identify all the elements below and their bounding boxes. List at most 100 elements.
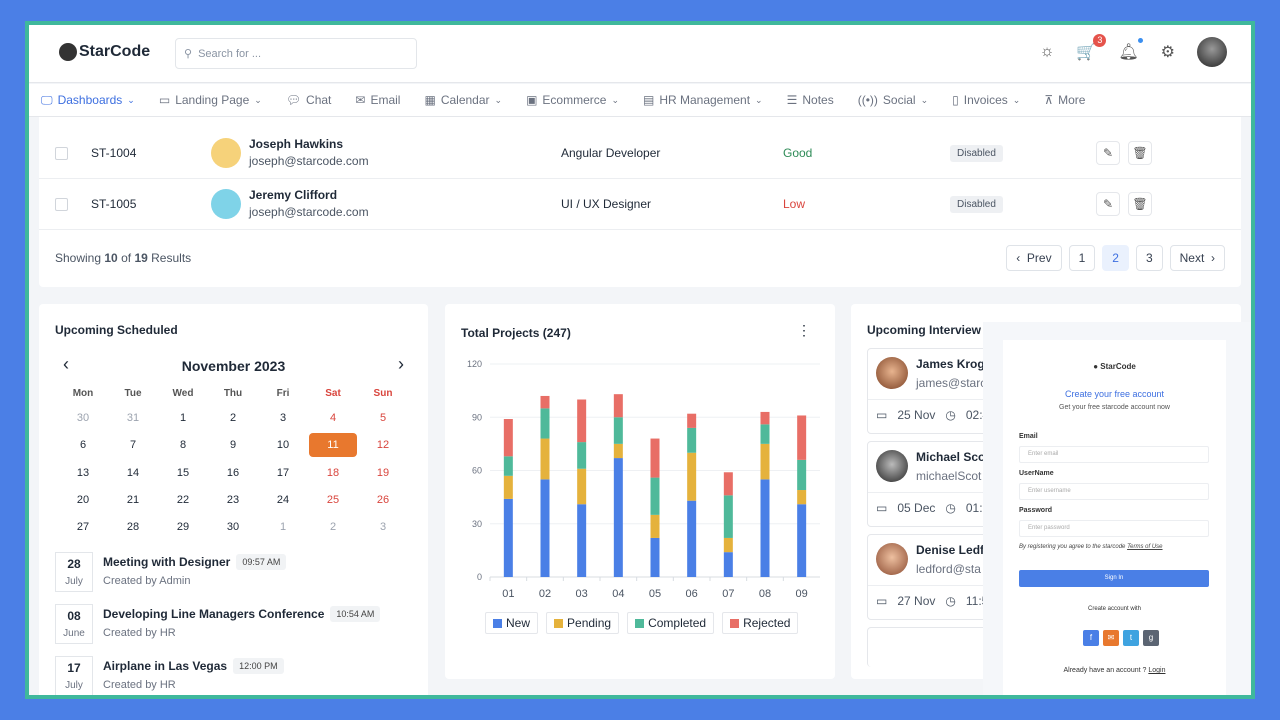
event-date: 08 June — [55, 604, 93, 644]
calendar-day[interactable]: 20 — [76, 493, 90, 506]
calendar-day[interactable]: 7 — [129, 439, 137, 452]
calendar-day[interactable]: 16 — [226, 466, 240, 479]
edit-icon[interactable]: ✎ — [1096, 141, 1120, 165]
page-1[interactable]: 1 — [1068, 245, 1096, 271]
bar-completed — [650, 477, 660, 515]
nav-item-dashboards[interactable]: 🖵 Dashboards ⌄ — [41, 92, 135, 108]
calendar-day[interactable]: 21 — [126, 493, 140, 506]
nav-item-hr-management[interactable]: ▤ HR Management ⌄ — [642, 93, 763, 107]
calendar-day[interactable]: 10 — [276, 439, 290, 452]
prev-month-icon[interactable]: ‹ — [63, 354, 69, 374]
password-field[interactable]: Enter password — [1019, 520, 1209, 537]
row-checkbox[interactable] — [55, 146, 68, 160]
sign-in-button[interactable]: Sign In — [1019, 570, 1209, 587]
calendar-day[interactable]: 1 — [179, 412, 187, 424]
sitemap-icon: ⊼ — [1044, 93, 1054, 107]
calendar-day[interactable]: 13 — [76, 466, 90, 479]
calendar-day[interactable]: 29 — [176, 521, 190, 534]
avatar[interactable] — [1197, 37, 1227, 67]
gear-icon[interactable]: ⚙ — [1160, 44, 1175, 61]
scheduled-event[interactable]: 28 July Meeting with Designer 09:57 AM Cre… — [55, 552, 415, 598]
calendar-day[interactable]: 19 — [376, 466, 390, 479]
twitter-icon[interactable]: t — [1123, 630, 1139, 646]
calendar-day[interactable]: 27 — [76, 521, 90, 534]
nav-item-notes[interactable]: ☰ Notes — [786, 93, 834, 107]
calendar-day[interactable]: 4 — [329, 412, 337, 424]
calendar-day[interactable]: 12 — [376, 439, 390, 452]
email-field[interactable]: Enter email — [1019, 446, 1209, 463]
legend-item-rejected[interactable]: Rejected — [722, 612, 799, 634]
login-link[interactable]: Login — [1148, 667, 1166, 674]
row-checkbox[interactable] — [55, 197, 68, 211]
github-icon[interactable]: g — [1143, 630, 1159, 646]
username-field[interactable]: Enter username — [1019, 483, 1209, 500]
calendar-day[interactable]: 30 — [76, 412, 90, 424]
bar-rejected — [650, 438, 660, 478]
edit-icon[interactable]: ✎ — [1096, 192, 1120, 216]
calendar-day[interactable]: 6 — [79, 439, 87, 452]
calendar-day[interactable]: 3 — [279, 412, 287, 424]
calendar-day[interactable]: 11 — [309, 433, 357, 458]
nav-item-email[interactable]: ✉ Email — [355, 93, 401, 107]
delete-icon[interactable]: 🗑︎ — [1128, 192, 1152, 216]
calendar-day[interactable]: 23 — [226, 493, 240, 506]
nav-item-social[interactable]: ((•)) Social ⌄ — [857, 93, 929, 107]
calendar-day[interactable]: 14 — [126, 466, 140, 479]
bar-pending — [503, 475, 513, 499]
calendar-day[interactable]: 5 — [379, 412, 387, 424]
bar-pending — [687, 452, 697, 501]
nav-item-calendar[interactable]: ▦ Calendar ⌄ — [424, 93, 503, 107]
more-options-icon[interactable]: ⋮ — [797, 322, 811, 338]
legend-item-new[interactable]: New — [485, 612, 539, 634]
layout-icon: ▭ — [158, 93, 171, 107]
calendar-day[interactable]: 25 — [326, 493, 340, 506]
calendar-day[interactable]: 9 — [229, 439, 237, 452]
calendar-day[interactable]: 31 — [126, 412, 140, 424]
chat-icon: 💬︎ — [285, 93, 302, 107]
calendar-day[interactable]: 26 — [376, 493, 390, 506]
calendar-day[interactable]: 2 — [329, 521, 337, 534]
delete-icon[interactable]: 🗑︎ — [1128, 141, 1152, 165]
candidate-email: james@starc — [916, 376, 987, 390]
page-3[interactable]: 3 — [1135, 245, 1163, 271]
nav-item-invoices[interactable]: ▯ Invoices ⌄ — [952, 93, 1021, 107]
facebook-icon[interactable]: f — [1083, 630, 1099, 646]
logo-text: StarCode — [79, 43, 151, 60]
event-creator: Created by HR — [103, 679, 176, 691]
calendar-day[interactable]: 3 — [379, 521, 387, 534]
cart-icon[interactable]: 🛒 3 — [1076, 34, 1107, 62]
calendar-day[interactable]: 17 — [276, 466, 290, 479]
scheduled-event[interactable]: 08 June Developing Line Managers Conferen… — [55, 604, 415, 650]
search-input[interactable]: ⚲ Search for ... — [175, 38, 417, 69]
nav-item-more[interactable]: ⊼ More — [1044, 93, 1086, 107]
mail-icon[interactable]: ✉ — [1103, 630, 1119, 646]
next-month-icon[interactable]: › — [398, 354, 404, 374]
calendar-day[interactable]: 24 — [276, 493, 290, 506]
bar-rejected — [503, 419, 513, 457]
chevron-down-icon: ⌄ — [254, 94, 262, 105]
theme-toggle-icon[interactable]: ☼ — [1039, 43, 1055, 60]
status-badge: Disabled — [950, 195, 1003, 213]
scheduled-event[interactable]: 17 July Airplane in Las Vegas 12:00 PM Cre… — [55, 656, 415, 695]
nav-item-ecommerce[interactable]: ▣ Ecommerce ⌄ — [526, 93, 619, 107]
x-tick-label: 03 — [576, 588, 588, 600]
calendar-day[interactable]: 18 — [326, 466, 340, 479]
page-2[interactable]: 2 — [1102, 245, 1129, 271]
logo-icon — [59, 43, 77, 61]
calendar-day[interactable]: 1 — [279, 521, 287, 534]
calendar-day[interactable]: 8 — [179, 439, 187, 452]
nav-item-chat[interactable]: 💬︎ Chat — [285, 93, 332, 107]
legend-item-pending[interactable]: Pending — [546, 612, 620, 634]
bell-icon[interactable]: 🔔︎ — [1118, 38, 1143, 62]
calendar-day[interactable]: 15 — [176, 466, 190, 479]
next-button[interactable]: Next › — [1169, 245, 1225, 271]
terms-link[interactable]: Terms of Use — [1127, 544, 1163, 550]
calendar-day[interactable]: 2 — [229, 412, 237, 424]
nav-item-landing-page[interactable]: ▭ Landing Page ⌄ — [158, 93, 262, 107]
logo[interactable]: StarCode — [59, 43, 150, 61]
legend-item-completed[interactable]: Completed — [627, 612, 715, 634]
calendar-day[interactable]: 22 — [176, 493, 190, 506]
prev-button[interactable]: ‹ Prev — [1006, 245, 1062, 271]
calendar-day[interactable]: 30 — [226, 521, 240, 534]
calendar-day[interactable]: 28 — [126, 521, 140, 534]
